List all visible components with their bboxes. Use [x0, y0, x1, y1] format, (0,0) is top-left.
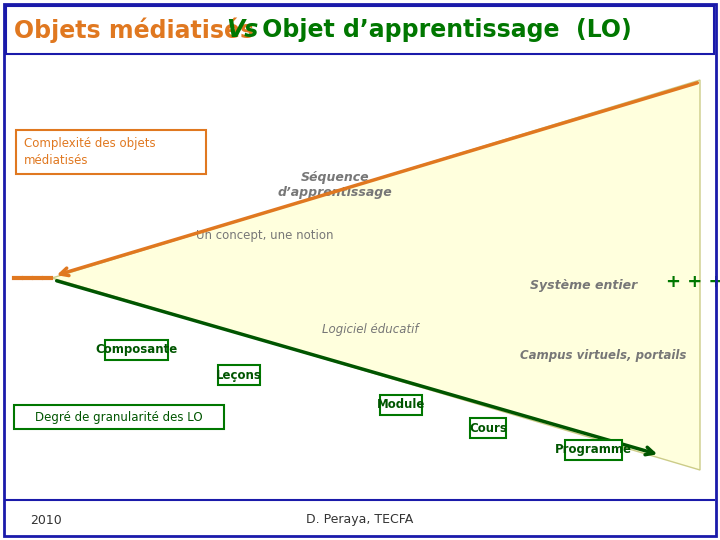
Text: D. Peraya, TECFA: D. Peraya, TECFA: [307, 514, 413, 526]
Text: Système entier: Système entier: [530, 279, 637, 292]
Bar: [380, 395, 422, 415]
Text: Séquence
d’apprentissage: Séquence d’apprentissage: [278, 171, 392, 199]
Polygon shape: [52, 80, 700, 470]
Text: Cours: Cours: [469, 422, 507, 435]
Text: Objet d’apprentissage  (LO): Objet d’apprentissage (LO): [254, 18, 631, 42]
Text: Degré de granularité des LO: Degré de granularité des LO: [35, 410, 203, 423]
Text: Programme: Programme: [555, 443, 632, 456]
Bar: [14, 405, 224, 429]
Text: Vs: Vs: [226, 18, 258, 42]
Text: médiatisés: médiatisés: [24, 153, 89, 166]
Text: Un concept, une notion: Un concept, une notion: [197, 228, 334, 241]
Text: + + +: + + +: [666, 273, 720, 291]
Bar: [565, 440, 622, 460]
Text: Composante: Composante: [95, 343, 177, 356]
Text: Campus virtuels, portails: Campus virtuels, portails: [520, 348, 686, 361]
Bar: [470, 418, 506, 438]
Text: Module: Module: [377, 399, 425, 411]
Bar: [105, 340, 168, 360]
Text: 2010: 2010: [30, 514, 62, 526]
Text: Leçons: Leçons: [216, 368, 262, 381]
Bar: [218, 365, 260, 385]
Text: Logiciel éducatif: Logiciel éducatif: [322, 323, 418, 336]
Bar: [16, 130, 206, 174]
Bar: [6, 6, 714, 54]
Text: Objets médiatisés: Objets médiatisés: [14, 17, 262, 43]
Text: Complexité des objets: Complexité des objets: [24, 138, 156, 151]
